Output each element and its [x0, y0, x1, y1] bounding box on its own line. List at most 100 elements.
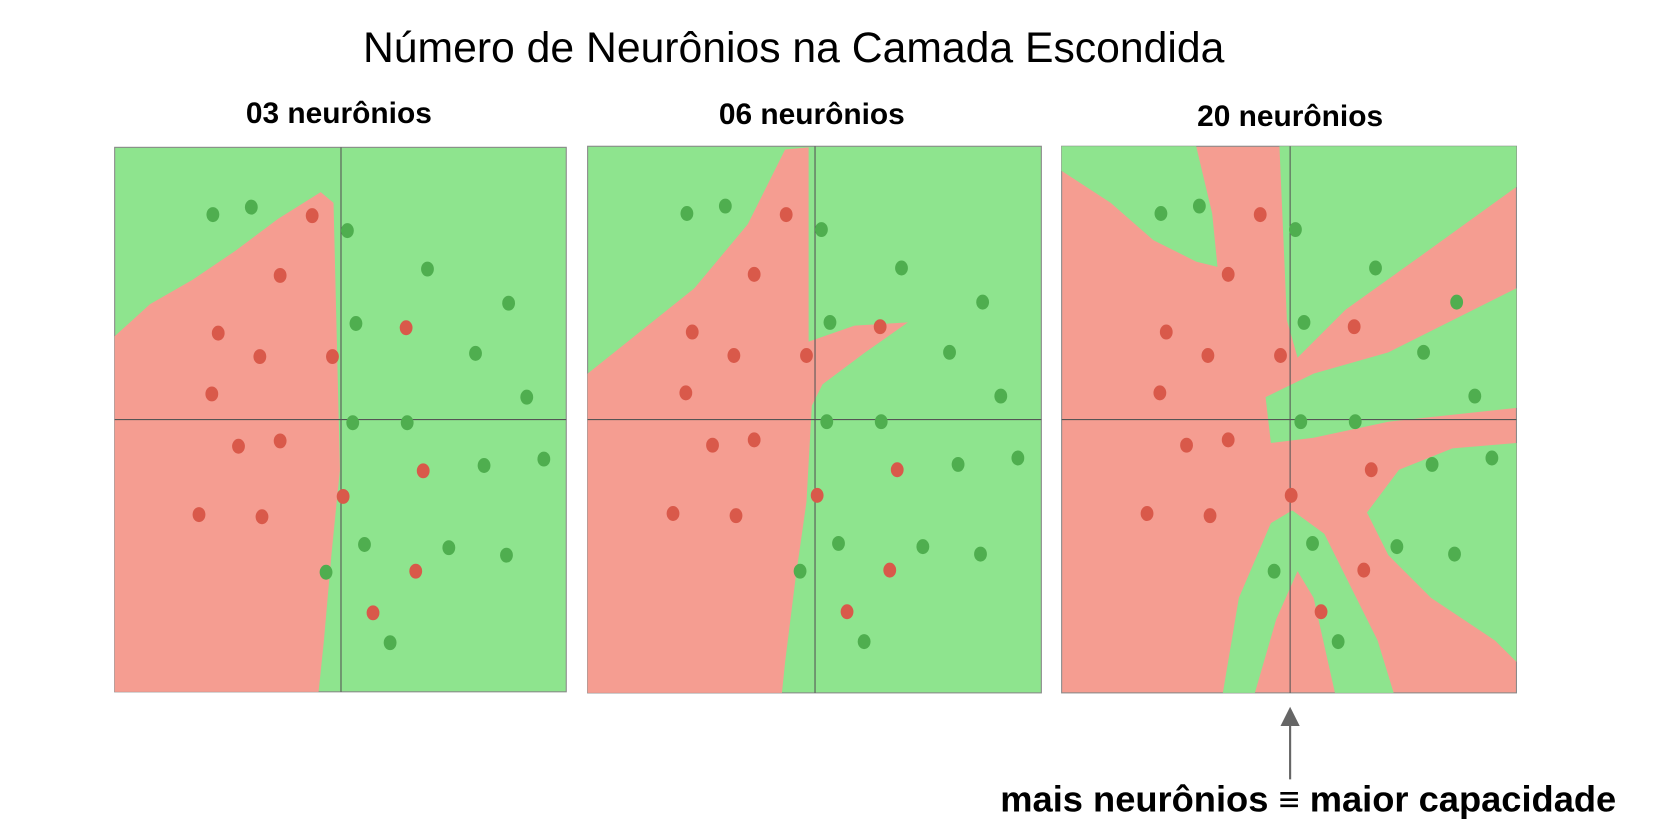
region	[1061, 146, 1218, 267]
sample-point	[1289, 222, 1302, 238]
arrow-head	[1280, 706, 1300, 726]
sample-point	[346, 415, 360, 431]
region	[1222, 510, 1394, 693]
sample-point	[409, 563, 423, 579]
sample-point	[747, 266, 761, 282]
sample-point	[340, 223, 354, 239]
panel	[587, 145, 1042, 694]
sample-point	[399, 320, 413, 336]
sample-point	[1369, 260, 1382, 276]
sample-point	[1274, 348, 1287, 363]
sample-point	[1284, 487, 1298, 503]
sample-point	[1450, 294, 1464, 310]
sample-point	[1192, 198, 1206, 214]
sample-point	[1221, 266, 1235, 282]
region	[1265, 288, 1517, 444]
sample-point	[1153, 385, 1167, 401]
sample-point	[349, 316, 363, 331]
sample-point	[706, 437, 719, 453]
sample-point	[273, 267, 287, 283]
sample-point	[537, 451, 551, 467]
sample-point	[1347, 319, 1361, 335]
sample-point	[729, 508, 743, 524]
sample-point	[857, 634, 871, 650]
sample-point	[1331, 634, 1345, 650]
sample-point	[366, 605, 380, 621]
sample-point	[1154, 206, 1168, 221]
sample-point	[994, 388, 1008, 404]
sample-point	[502, 295, 516, 311]
sample-point	[206, 207, 220, 223]
sample-point	[1314, 604, 1328, 620]
sample-point	[1159, 324, 1173, 340]
sample-point	[520, 389, 534, 405]
sample-point	[400, 415, 414, 431]
sample-point	[500, 547, 513, 563]
sample-point	[1297, 314, 1311, 330]
sample-point	[666, 506, 680, 521]
panel-title: 06 neurônios	[719, 98, 905, 131]
sample-point	[1417, 344, 1430, 360]
sample-point	[477, 458, 491, 473]
sample-point	[1294, 414, 1308, 430]
sample-point	[253, 349, 267, 365]
sample-point	[273, 433, 287, 449]
sample-point	[883, 562, 897, 578]
sample-point	[679, 385, 693, 401]
sample-point	[916, 539, 930, 555]
sample-point	[205, 386, 219, 402]
sample-point	[873, 319, 887, 335]
sample-point	[727, 348, 741, 363]
sample-point	[800, 348, 813, 363]
sample-point	[1221, 432, 1235, 448]
sample-point	[1253, 207, 1267, 223]
sample-point	[1425, 456, 1439, 472]
sample-point	[1485, 450, 1499, 466]
sample-point	[951, 456, 965, 472]
sample-point	[895, 260, 908, 276]
sample-point	[832, 535, 845, 551]
sample-point	[326, 349, 339, 365]
sample-point	[421, 261, 434, 277]
sample-point	[1011, 450, 1025, 466]
sample-point	[976, 294, 990, 310]
sample-point	[469, 345, 482, 361]
sample-point	[1357, 562, 1371, 578]
sample-point	[244, 199, 258, 215]
sample-point	[305, 208, 319, 224]
sample-point	[255, 509, 269, 525]
panel	[114, 146, 567, 693]
sample-point	[810, 487, 824, 503]
sample-point	[1306, 535, 1319, 551]
sample-point	[890, 462, 904, 478]
sample-point	[1390, 539, 1404, 555]
sample-point	[874, 414, 888, 430]
sample-point	[718, 198, 732, 214]
sample-point	[1348, 414, 1362, 430]
sample-point	[779, 207, 793, 223]
annotation: mais neurônios ≡ maior capacidade	[1000, 778, 1616, 819]
sample-point	[416, 463, 430, 479]
sample-point	[232, 438, 245, 454]
sample-point	[1180, 437, 1193, 453]
sample-point	[943, 344, 956, 360]
sample-point	[1203, 508, 1217, 524]
sample-point	[442, 540, 456, 556]
sample-point	[383, 635, 397, 651]
sample-point	[820, 414, 834, 430]
panel-title: 03 neurônios	[246, 97, 432, 130]
sample-point	[192, 507, 206, 523]
sample-point	[815, 222, 828, 238]
sample-point	[1448, 546, 1461, 562]
region	[1366, 443, 1517, 662]
sample-point	[680, 206, 694, 221]
sample-point	[1267, 563, 1281, 579]
sample-point	[823, 314, 837, 330]
sample-point	[1201, 348, 1215, 363]
region	[114, 192, 340, 692]
sample-point	[1364, 462, 1378, 478]
sample-point	[793, 563, 807, 579]
sample-point	[211, 325, 225, 341]
sample-point	[747, 432, 761, 448]
